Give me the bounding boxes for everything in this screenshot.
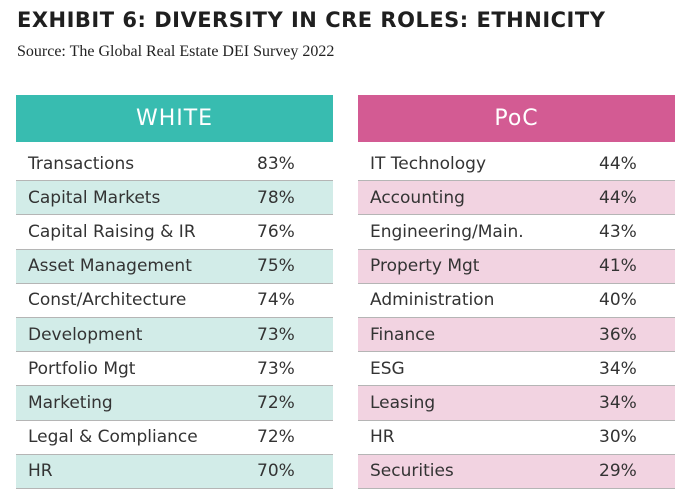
white-table: WHITE Transactions 83% Capital Markets 78% C… bbox=[16, 95, 333, 489]
row-label: IT Technology bbox=[370, 153, 487, 174]
table-row: Engineering/Main. 43% bbox=[358, 215, 675, 250]
table-row: Securities 29% bbox=[358, 454, 675, 489]
poc-table-header: PoC bbox=[358, 95, 675, 142]
table-row: Transactions 83% bbox=[16, 147, 333, 182]
row-label: Property Mgt bbox=[370, 256, 480, 277]
table-row: Capital Markets 78% bbox=[16, 181, 333, 216]
row-label: Development bbox=[28, 324, 143, 345]
source-note: Source: The Global Real Estate DEI Surve… bbox=[17, 43, 335, 60]
row-value: 44% bbox=[599, 153, 637, 174]
table-row: HR 70% bbox=[16, 454, 333, 489]
row-label: HR bbox=[28, 461, 53, 482]
row-label: ESG bbox=[370, 358, 405, 379]
table-row: Const/Architecture 74% bbox=[16, 284, 333, 318]
row-label: Portfolio Mgt bbox=[28, 358, 136, 379]
row-label: Legal & Compliance bbox=[28, 427, 198, 448]
row-value: 73% bbox=[257, 358, 295, 379]
table-row: Leasing 34% bbox=[358, 386, 675, 421]
row-label: Marketing bbox=[28, 392, 113, 413]
row-value: 70% bbox=[257, 461, 295, 482]
row-value: 34% bbox=[599, 358, 637, 379]
poc-table-rows: IT Technology 44% Accounting 44% Engineering… bbox=[358, 147, 675, 489]
row-value: 40% bbox=[599, 290, 637, 311]
row-value: 78% bbox=[257, 187, 295, 208]
row-label: Engineering/Main. bbox=[370, 221, 524, 242]
row-label: Administration bbox=[370, 290, 495, 311]
row-label: Transactions bbox=[28, 153, 135, 174]
row-value: 73% bbox=[257, 324, 295, 345]
row-value: 83% bbox=[257, 153, 295, 174]
table-row: Capital Raising & IR 76% bbox=[16, 215, 333, 250]
exhibit-title: EXHIBIT 6: DIVERSITY IN CRE ROLES: ETHNI… bbox=[17, 8, 606, 32]
table-row: Administration 40% bbox=[358, 284, 675, 318]
row-label: Securities bbox=[370, 461, 454, 482]
table-row: HR 30% bbox=[358, 421, 675, 455]
table-row: Property Mgt 41% bbox=[358, 249, 675, 284]
row-value: 76% bbox=[257, 221, 295, 242]
table-row: Portfolio Mgt 73% bbox=[16, 352, 333, 387]
row-label: Const/Architecture bbox=[28, 290, 187, 311]
table-row: Legal & Compliance 72% bbox=[16, 421, 333, 455]
table-row: Development 73% bbox=[16, 317, 333, 353]
white-table-rows: Transactions 83% Capital Markets 78% Capital… bbox=[16, 147, 333, 489]
row-label: Accounting bbox=[370, 187, 465, 208]
white-table-header: WHITE bbox=[16, 95, 333, 142]
row-value: 74% bbox=[257, 290, 295, 311]
table-row: Finance 36% bbox=[358, 317, 675, 353]
row-value: 36% bbox=[599, 324, 637, 345]
row-value: 41% bbox=[599, 256, 637, 277]
table-row: Asset Management 75% bbox=[16, 249, 333, 284]
row-label: Finance bbox=[370, 324, 436, 345]
row-value: 29% bbox=[599, 461, 637, 482]
table-row: Marketing 72% bbox=[16, 386, 333, 421]
row-label: HR bbox=[370, 427, 395, 448]
row-label: Capital Raising & IR bbox=[28, 221, 196, 242]
row-value: 72% bbox=[257, 427, 295, 448]
row-value: 43% bbox=[599, 221, 637, 242]
table-row: IT Technology 44% bbox=[358, 147, 675, 182]
table-row: ESG 34% bbox=[358, 352, 675, 387]
row-value: 34% bbox=[599, 392, 637, 413]
row-value: 75% bbox=[257, 256, 295, 277]
row-value: 44% bbox=[599, 187, 637, 208]
row-value: 30% bbox=[599, 427, 637, 448]
table-row: Accounting 44% bbox=[358, 181, 675, 216]
row-label: Capital Markets bbox=[28, 187, 161, 208]
row-value: 72% bbox=[257, 392, 295, 413]
row-label: Leasing bbox=[370, 392, 436, 413]
poc-table: PoC IT Technology 44% Accounting 44% Enginee… bbox=[358, 95, 675, 489]
row-label: Asset Management bbox=[28, 256, 192, 277]
